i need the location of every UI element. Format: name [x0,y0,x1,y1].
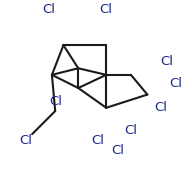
Text: Cl: Cl [19,134,32,147]
Text: Cl: Cl [124,124,137,137]
Text: Cl: Cl [161,55,173,68]
Text: Cl: Cl [154,101,167,114]
Text: Cl: Cl [169,77,182,90]
Text: Cl: Cl [92,134,104,147]
Text: Cl: Cl [42,3,55,16]
Text: Cl: Cl [100,3,113,16]
Text: Cl: Cl [49,95,62,108]
Text: Cl: Cl [111,144,124,157]
